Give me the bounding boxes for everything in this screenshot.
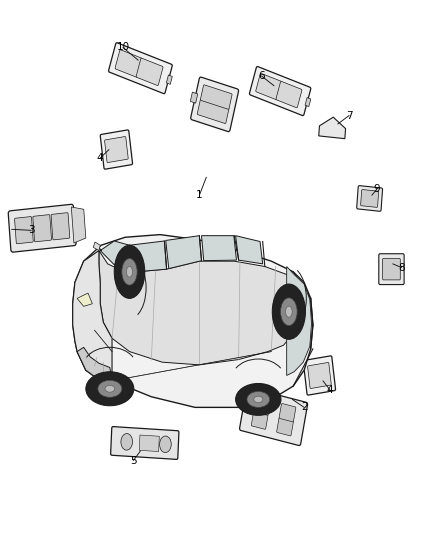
FancyBboxPatch shape xyxy=(191,77,239,132)
Polygon shape xyxy=(236,236,263,264)
Polygon shape xyxy=(166,236,201,269)
FancyBboxPatch shape xyxy=(256,74,282,100)
Text: 2: 2 xyxy=(301,402,307,413)
Ellipse shape xyxy=(247,391,270,407)
FancyBboxPatch shape xyxy=(14,216,33,244)
Text: 1: 1 xyxy=(196,190,203,200)
FancyBboxPatch shape xyxy=(136,58,163,85)
Polygon shape xyxy=(166,75,172,84)
FancyBboxPatch shape xyxy=(254,397,271,415)
Ellipse shape xyxy=(159,436,171,453)
Ellipse shape xyxy=(86,372,134,406)
FancyBboxPatch shape xyxy=(357,185,382,211)
Polygon shape xyxy=(77,348,112,381)
FancyBboxPatch shape xyxy=(379,254,404,285)
FancyBboxPatch shape xyxy=(109,43,172,94)
FancyBboxPatch shape xyxy=(307,362,331,389)
Text: 5: 5 xyxy=(130,456,137,465)
Text: 6: 6 xyxy=(258,71,265,81)
FancyBboxPatch shape xyxy=(240,387,307,446)
Polygon shape xyxy=(73,235,313,407)
Polygon shape xyxy=(305,98,311,107)
Text: 4: 4 xyxy=(97,153,103,163)
Text: 10: 10 xyxy=(117,43,130,52)
Polygon shape xyxy=(201,236,237,261)
Text: 7: 7 xyxy=(346,110,353,120)
FancyBboxPatch shape xyxy=(139,435,159,451)
Ellipse shape xyxy=(114,245,145,298)
FancyBboxPatch shape xyxy=(105,136,128,163)
FancyBboxPatch shape xyxy=(100,130,133,169)
Text: 8: 8 xyxy=(398,263,405,272)
FancyBboxPatch shape xyxy=(111,426,179,459)
Text: 9: 9 xyxy=(374,184,380,194)
FancyBboxPatch shape xyxy=(8,204,76,252)
FancyBboxPatch shape xyxy=(33,215,52,242)
Ellipse shape xyxy=(236,383,281,415)
FancyBboxPatch shape xyxy=(279,403,296,422)
Text: 3: 3 xyxy=(28,225,35,236)
FancyBboxPatch shape xyxy=(360,190,378,207)
FancyBboxPatch shape xyxy=(276,82,302,108)
Ellipse shape xyxy=(98,380,122,397)
FancyBboxPatch shape xyxy=(201,85,232,109)
Polygon shape xyxy=(130,241,166,272)
Polygon shape xyxy=(99,251,300,365)
Polygon shape xyxy=(93,242,100,251)
Ellipse shape xyxy=(127,266,133,277)
Ellipse shape xyxy=(272,284,305,340)
Polygon shape xyxy=(71,207,86,243)
Polygon shape xyxy=(77,293,92,306)
FancyBboxPatch shape xyxy=(383,259,400,280)
FancyBboxPatch shape xyxy=(277,417,293,436)
FancyBboxPatch shape xyxy=(303,356,336,395)
Polygon shape xyxy=(319,117,346,139)
Ellipse shape xyxy=(105,385,115,392)
Ellipse shape xyxy=(286,306,292,317)
Ellipse shape xyxy=(122,259,137,285)
Ellipse shape xyxy=(121,433,133,450)
Polygon shape xyxy=(191,92,198,103)
Polygon shape xyxy=(287,266,311,375)
FancyBboxPatch shape xyxy=(251,411,268,429)
Polygon shape xyxy=(100,241,136,272)
FancyBboxPatch shape xyxy=(250,67,311,116)
Polygon shape xyxy=(73,251,112,381)
Ellipse shape xyxy=(254,396,263,402)
FancyBboxPatch shape xyxy=(197,99,229,124)
FancyBboxPatch shape xyxy=(115,50,142,77)
FancyBboxPatch shape xyxy=(51,213,70,240)
Ellipse shape xyxy=(281,298,297,326)
Text: 4: 4 xyxy=(327,385,333,395)
